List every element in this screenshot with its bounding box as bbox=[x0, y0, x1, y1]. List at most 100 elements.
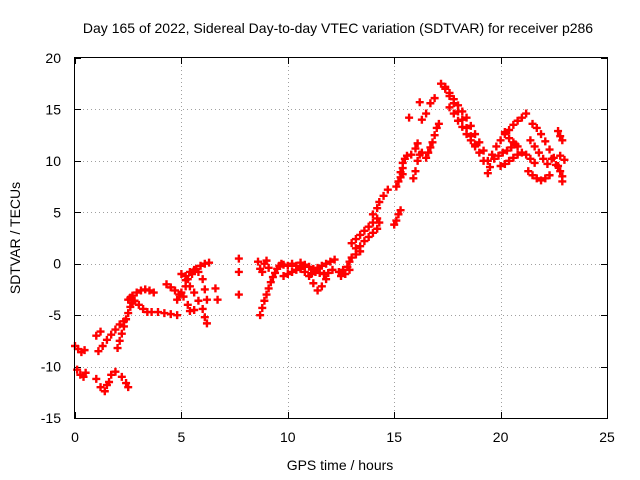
data-point bbox=[307, 270, 316, 278]
data-point bbox=[432, 123, 441, 132]
data-point bbox=[547, 154, 556, 163]
data-point bbox=[373, 224, 382, 233]
data-point bbox=[441, 84, 450, 93]
data-point bbox=[373, 204, 382, 213]
data-point bbox=[234, 267, 243, 276]
y-tick-label: 10 bbox=[45, 153, 61, 169]
data-point bbox=[364, 232, 373, 241]
data-point bbox=[502, 146, 511, 155]
data-point bbox=[405, 113, 414, 122]
data-point bbox=[100, 387, 109, 396]
data-point bbox=[347, 253, 356, 262]
data-point bbox=[411, 167, 420, 176]
data-point bbox=[200, 285, 209, 294]
data-point bbox=[234, 290, 243, 299]
data-point bbox=[500, 128, 509, 137]
data-point bbox=[517, 148, 526, 157]
y-axis-label: SDTVAR / TECUs bbox=[7, 182, 23, 294]
data-point bbox=[256, 311, 265, 320]
data-point bbox=[430, 131, 439, 140]
data-point bbox=[394, 177, 403, 186]
data-point bbox=[337, 272, 345, 281]
data-point bbox=[445, 92, 454, 101]
data-point bbox=[545, 171, 554, 180]
data-point bbox=[505, 126, 514, 134]
data-point bbox=[534, 148, 543, 157]
data-series bbox=[71, 79, 569, 396]
data-point bbox=[119, 322, 128, 331]
data-point bbox=[364, 222, 373, 231]
data-point bbox=[173, 295, 182, 304]
data-point bbox=[466, 121, 475, 130]
data-point bbox=[185, 282, 194, 291]
data-point bbox=[81, 368, 90, 377]
data-point bbox=[107, 370, 116, 379]
y-tick-label: -15 bbox=[41, 410, 61, 426]
data-point bbox=[264, 263, 273, 272]
data-point bbox=[177, 288, 186, 297]
data-point bbox=[532, 174, 541, 183]
data-point bbox=[528, 171, 537, 180]
data-point bbox=[254, 257, 263, 266]
data-point bbox=[449, 109, 458, 118]
x-tick-label: 25 bbox=[599, 429, 615, 445]
data-point bbox=[328, 265, 337, 274]
data-point bbox=[102, 381, 111, 390]
data-point bbox=[266, 278, 275, 287]
data-point bbox=[288, 259, 297, 268]
data-point bbox=[462, 113, 471, 122]
data-point bbox=[522, 150, 531, 159]
data-point bbox=[124, 309, 133, 318]
data-point bbox=[434, 119, 443, 128]
data-point bbox=[80, 346, 89, 355]
data-point bbox=[356, 230, 365, 239]
data-point bbox=[279, 272, 288, 281]
data-point bbox=[537, 130, 546, 139]
data-point bbox=[317, 261, 326, 270]
data-point bbox=[166, 283, 175, 292]
data-point bbox=[190, 288, 199, 297]
data-point bbox=[528, 119, 537, 128]
data-point bbox=[341, 270, 350, 278]
data-point bbox=[98, 342, 107, 350]
x-tick-label: 5 bbox=[178, 429, 186, 445]
data-point bbox=[283, 261, 292, 270]
data-point bbox=[556, 151, 565, 160]
data-point bbox=[205, 258, 214, 267]
data-point bbox=[322, 259, 331, 268]
data-point bbox=[422, 109, 431, 118]
data-point bbox=[415, 98, 424, 107]
data-point bbox=[292, 261, 301, 270]
data-point bbox=[283, 270, 292, 278]
data-point bbox=[149, 288, 158, 297]
data-point bbox=[115, 336, 124, 345]
data-point bbox=[398, 158, 407, 167]
data-point bbox=[268, 273, 277, 282]
data-point bbox=[560, 155, 569, 164]
data-point bbox=[454, 107, 463, 116]
data-point bbox=[296, 258, 305, 267]
data-point bbox=[545, 145, 554, 154]
data-point bbox=[417, 115, 426, 124]
data-point bbox=[313, 286, 322, 295]
data-point bbox=[383, 185, 392, 194]
data-point bbox=[194, 267, 203, 276]
data-point bbox=[513, 142, 522, 151]
data-point bbox=[424, 148, 433, 157]
data-point bbox=[313, 263, 322, 272]
data-point bbox=[541, 174, 550, 183]
data-point bbox=[300, 267, 309, 276]
data-point bbox=[122, 379, 131, 388]
data-point bbox=[445, 103, 454, 112]
data-point bbox=[556, 132, 565, 141]
y-tick-label: 0 bbox=[53, 256, 61, 272]
data-point bbox=[96, 383, 105, 392]
data-point bbox=[558, 136, 567, 145]
data-point bbox=[454, 116, 463, 125]
data-point bbox=[317, 282, 326, 291]
y-tick-label: 15 bbox=[45, 101, 61, 117]
data-point bbox=[462, 130, 471, 139]
data-point bbox=[117, 329, 126, 338]
data-point bbox=[190, 306, 199, 314]
